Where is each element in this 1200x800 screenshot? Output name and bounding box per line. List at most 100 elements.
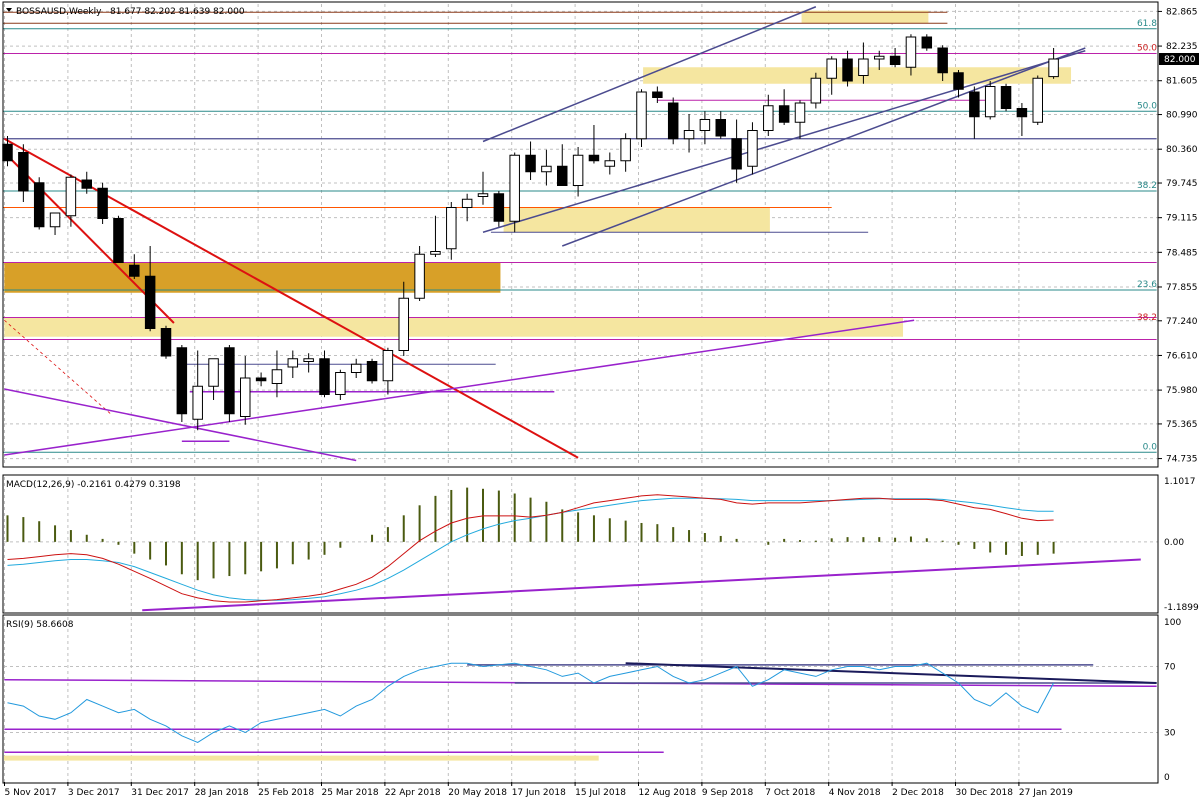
price-tick-label: 75.980 (1166, 386, 1198, 396)
fib-level-label: 38.2 (1137, 313, 1157, 323)
macd-tick-label: 1.1017 (1164, 477, 1196, 487)
candlestick-series (2, 34, 1059, 431)
current-price-tag (1159, 53, 1199, 65)
time-tick-label: 22 Apr 2018 (385, 788, 441, 798)
candle-bullish (620, 138, 631, 162)
fib-level-label: 23.6 (1137, 280, 1157, 290)
candle-bullish (984, 86, 996, 118)
grid (4, 4, 1158, 782)
rsi-line (7, 662, 1055, 743)
candle-bearish (176, 347, 188, 415)
macd-trendline (142, 558, 1141, 612)
fib-level-label: 0.0 (1143, 442, 1158, 452)
ohlc-readout: 81.677 82.202 81.639 82.000 (110, 7, 245, 17)
candle-bearish (18, 152, 29, 192)
candle-bullish (208, 358, 219, 387)
price-tick-label: 77.240 (1166, 317, 1198, 327)
candle-bearish (557, 165, 568, 186)
price-tick-label: 82.235 (1166, 42, 1198, 52)
time-tick-label: 27 Jan 2019 (1019, 788, 1073, 798)
horizontal-levels: 61.8 50.0 50.0 38.2 23.6 38.2 0.0 (2, 11, 1158, 453)
candle-bullish (414, 253, 425, 299)
candle-bullish (763, 105, 774, 131)
candle-bearish (778, 105, 790, 123)
candle-bullish (240, 377, 251, 417)
time-axis: 5 Nov 2017 3 Dec 2017 31 Dec 2017 28 Jan 20… (4, 782, 1073, 798)
candle-bullish (794, 102, 806, 123)
channel-mid-line (482, 50, 1086, 233)
supply-zone-high (643, 67, 1072, 84)
macd-tick-label: 0.00 (1164, 538, 1184, 548)
candle-bullish (430, 251, 441, 255)
candle-bullish (461, 198, 473, 208)
rsi-panel: RSI(9) 58.6608 (4, 620, 1157, 761)
candle-bearish (937, 47, 948, 74)
time-tick-label: 12 Aug 2018 (639, 788, 697, 798)
time-tick-label: 5 Nov 2017 (5, 788, 57, 798)
time-tick-label: 25 Mar 2018 (322, 788, 379, 798)
price-tick-label: 82.865 (1166, 7, 1198, 17)
candle-bearish (525, 154, 536, 173)
candle-bearish (319, 358, 330, 395)
price-tick-label: 81.605 (1166, 77, 1198, 87)
rsi-tick-label: 100 (1164, 618, 1181, 628)
fib-level-label: 50.0 (1137, 101, 1157, 111)
rsi-tick-label: 70 (1164, 663, 1176, 673)
macd-line (7, 494, 1054, 603)
candle-bullish (287, 358, 299, 368)
candle-bearish (731, 138, 742, 170)
candle-bullish (382, 350, 394, 382)
candle-bearish (224, 347, 235, 415)
candle-bullish (192, 385, 203, 420)
candle-bearish (144, 275, 156, 329)
supply-zone-top (801, 10, 929, 24)
purple-uptrend (4, 319, 915, 456)
fib-level-label: 50.0 (1137, 44, 1157, 54)
candle-bullish (874, 55, 885, 60)
candle-bearish (493, 193, 505, 222)
macd-panel: MACD(12,26,9) -0.2161 0.4279 0.3198 (6, 480, 1141, 612)
price-tick-label: 79.745 (1166, 179, 1198, 189)
candle-bearish (842, 58, 853, 82)
candle-bullish (1032, 77, 1043, 123)
macd-signal-line (7, 497, 1054, 601)
candle-bearish (33, 182, 45, 228)
time-tick-label: 31 Dec 2017 (131, 788, 189, 798)
time-tick-label: 3 Dec 2017 (68, 788, 120, 798)
candle-bearish (1016, 108, 1028, 118)
fib-level-label: 38.2 (1137, 181, 1157, 191)
price-tick-label: 79.115 (1166, 214, 1198, 224)
price-tick-label: 80.360 (1166, 145, 1198, 155)
time-tick-label: 7 Oct 2018 (765, 788, 815, 798)
candle-bearish (953, 72, 964, 90)
price-tick-label: 77.855 (1166, 283, 1198, 293)
purple-downtrend (4, 388, 357, 462)
triangle-down-icon[interactable] (6, 8, 12, 12)
demand-zone-mid (503, 207, 770, 233)
macd-title: MACD(12,26,9) -0.2161 0.4279 0.3198 (6, 480, 181, 490)
candle-bullish (810, 77, 822, 104)
candle-bearish (667, 102, 679, 140)
price-tick-label: 75.365 (1166, 420, 1198, 430)
time-tick-label: 25 Feb 2018 (258, 788, 314, 798)
candle-bullish (49, 212, 61, 228)
macd-tick-label: -1.1899 (1164, 603, 1199, 613)
candle-bearish (366, 361, 378, 382)
candle-bullish (541, 165, 552, 173)
candle-bullish (335, 372, 346, 395)
rsi-navy-trend (625, 662, 1157, 684)
candle-bullish (350, 363, 362, 373)
candle-bullish (858, 58, 869, 76)
candle-bearish (81, 179, 92, 189)
candle-bearish (129, 264, 140, 277)
candle-bearish (588, 154, 600, 162)
candle-bearish (652, 91, 663, 98)
symbol-title: BOSSAUSD,Weekly (16, 7, 102, 17)
price-tick-label: 80.990 (1166, 111, 1198, 121)
time-tick-label: 9 Sep 2018 (702, 788, 754, 798)
candle-bullish (477, 193, 489, 197)
chart-header: BOSSAUSD,Weekly 81.677 82.202 81.639 82.… (6, 7, 245, 17)
candle-bearish (1000, 86, 1012, 109)
